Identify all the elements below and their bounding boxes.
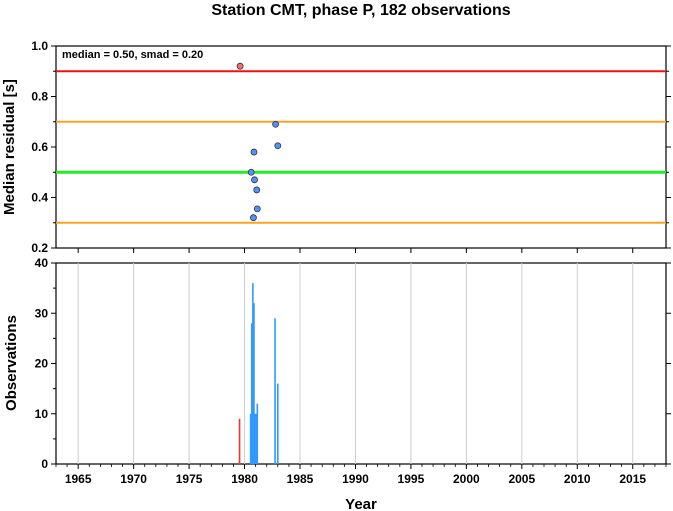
x-tick-label: 1965 <box>65 472 92 486</box>
residual-y-tick-label: 0.8 <box>31 90 48 104</box>
observation-bar-6 <box>255 413 257 464</box>
observation-bar-9 <box>277 383 279 464</box>
data-point-blue-4 <box>253 186 261 194</box>
x-tick-label: 2000 <box>453 472 480 486</box>
observation-bar-5 <box>254 413 256 464</box>
x-tick-label: 1970 <box>120 472 147 486</box>
residual-y-tick-label: 0.2 <box>31 241 48 255</box>
data-point-blue-6 <box>272 120 280 128</box>
x-tick-label: 1990 <box>342 472 369 486</box>
residual-plot-frame <box>55 45 667 249</box>
observation-bar-0 <box>238 418 241 464</box>
x-tick-label: 1995 <box>398 472 425 486</box>
residual-y-tick-label: 0.4 <box>31 191 48 205</box>
data-point-blue-3 <box>251 176 258 184</box>
observations-y-tick-label: 0 <box>41 457 48 471</box>
x-tick-label: 2005 <box>508 472 535 486</box>
data-point-blue-2 <box>250 148 258 156</box>
x-axis-label: Year <box>345 496 377 511</box>
observations-panel: 0 10 20 30 40 1965 1970 1975 1980 1985 1990 1995 20… <box>3 248 671 511</box>
x-tick-label: 1985 <box>287 472 314 486</box>
observation-bar-4 <box>253 303 255 464</box>
median-annotation: median = 0.50, smad = 0.20 <box>62 49 203 61</box>
data-point-blue-5 <box>253 205 261 213</box>
observation-bar-3 <box>252 283 254 464</box>
observations-y-tick-label: 20 <box>35 357 49 371</box>
data-point-blue-7 <box>274 142 282 150</box>
observations-plot-frame <box>55 262 667 465</box>
observation-bar-8 <box>274 318 276 464</box>
x-tick-label: 2015 <box>619 472 646 486</box>
residual-y-tick-label: 1.0 <box>31 39 48 53</box>
x-tick-label: 2010 <box>564 472 591 486</box>
observation-bar-2 <box>250 323 253 464</box>
chart-title: Station CMT, phase P, 182 observations <box>211 2 510 19</box>
residual-y-axis-label: Median residual [s] <box>1 79 18 215</box>
observations-y-tick-label: 10 <box>35 407 49 421</box>
observations-y-axis-label: Observations <box>3 315 20 411</box>
observations-y-tick-label: 30 <box>35 306 49 320</box>
data-point-blue-0 <box>247 168 255 176</box>
observation-bar-1 <box>249 413 252 464</box>
x-tick-label: 1980 <box>231 472 258 486</box>
residual-y-tick-label: 0.6 <box>31 140 48 154</box>
data-point-blue-1 <box>250 214 257 222</box>
observations-y-tick-label: 40 <box>35 256 49 270</box>
data-point-red-0 <box>236 62 244 70</box>
observation-bar-7 <box>256 403 259 464</box>
residual-panel: 0.2 0.4 0.6 0.8 1.0 median = 0.50, smad = 0.… <box>1 39 671 255</box>
x-tick-label: 1975 <box>176 472 203 486</box>
